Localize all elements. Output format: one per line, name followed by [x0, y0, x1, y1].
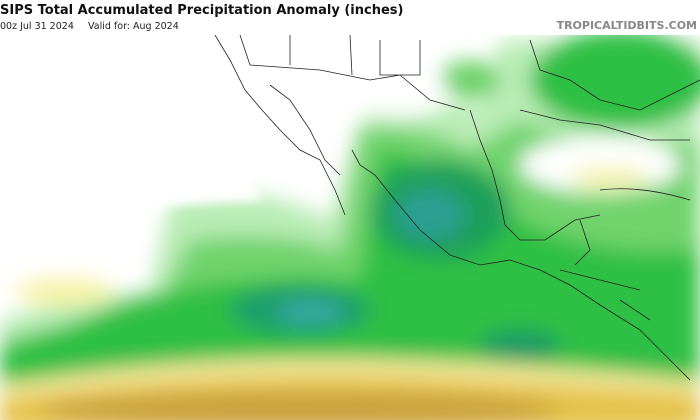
header-bar [0, 0, 700, 35]
valid-time: Valid for: Aug 2024 [88, 21, 179, 32]
anomaly-field [0, 35, 700, 420]
neutral-area [0, 35, 260, 260]
title: SIPS Total Accumulated Precipitation Ano… [0, 3, 403, 18]
source-logo: TROPICALTIDBITS.COM [557, 19, 697, 32]
init-time: 00z Jul 31 2024 [0, 21, 74, 32]
map [0, 35, 700, 420]
boundaries [214, 35, 700, 381]
